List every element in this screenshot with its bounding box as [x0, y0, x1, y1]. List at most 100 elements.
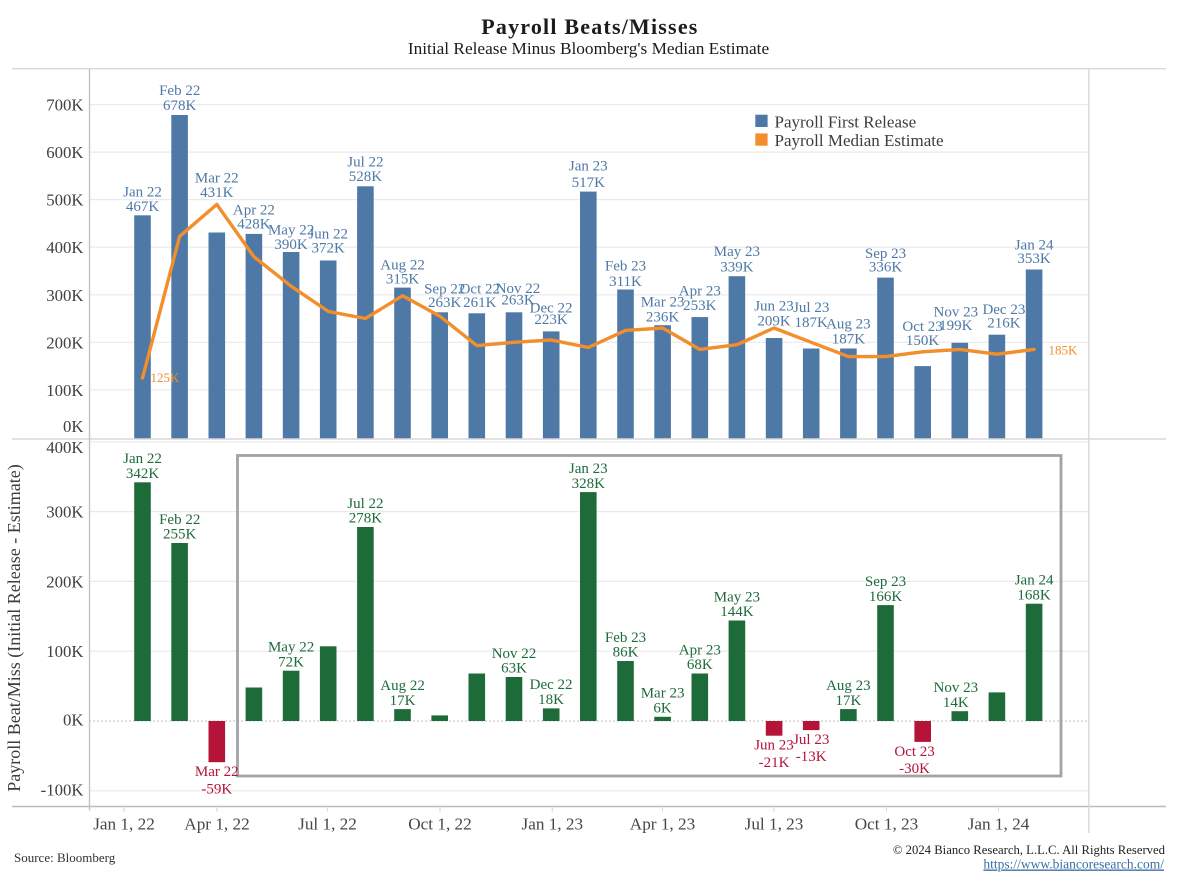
svg-text:150K: 150K: [906, 333, 940, 349]
svg-text:-13K: -13K: [796, 749, 827, 765]
svg-text:Oct 23: Oct 23: [902, 319, 942, 335]
svg-text:353K: 353K: [1017, 251, 1051, 267]
svg-text:339K: 339K: [720, 259, 754, 275]
svg-text:428K: 428K: [237, 216, 271, 232]
svg-text:Nov 22: Nov 22: [496, 281, 541, 297]
svg-text:72K: 72K: [278, 654, 304, 670]
svg-text:Apr 22: Apr 22: [233, 203, 275, 219]
svg-text:144K: 144K: [720, 604, 754, 620]
svg-text:6K: 6K: [653, 701, 672, 717]
svg-text:Feb 22: Feb 22: [159, 83, 200, 99]
svg-text:678K: 678K: [163, 98, 197, 114]
svg-text:263K: 263K: [428, 295, 462, 311]
svg-text:Initial Release Minus Bloomber: Initial Release Minus Bloomberg's Median…: [408, 39, 770, 58]
svg-text:Payroll Beats/Misses: Payroll Beats/Misses: [481, 14, 698, 39]
svg-text:Apr 23: Apr 23: [679, 642, 721, 658]
svg-text:Aug 22: Aug 22: [380, 257, 425, 273]
svg-text:528K: 528K: [349, 169, 383, 185]
svg-text:Source: Bloomberg: Source: Bloomberg: [14, 850, 116, 865]
svg-text:Aug 23: Aug 23: [826, 316, 871, 332]
svg-text:300K: 300K: [46, 286, 83, 305]
svg-text:Jul 22: Jul 22: [347, 155, 383, 171]
svg-text:Jan 22: Jan 22: [123, 184, 162, 200]
svg-text:Mar 22: Mar 22: [195, 170, 239, 186]
svg-text:Feb 22: Feb 22: [159, 512, 200, 528]
svg-text:166K: 166K: [869, 589, 903, 605]
svg-text:Apr 23: Apr 23: [679, 284, 721, 300]
svg-text:May 22: May 22: [268, 640, 314, 656]
svg-text:517K: 517K: [572, 175, 606, 191]
svg-text:https://www.biancoresearch.com: https://www.biancoresearch.com/: [983, 857, 1164, 872]
svg-text:14K: 14K: [943, 695, 969, 711]
svg-text:255K: 255K: [163, 527, 197, 543]
svg-text:100K: 100K: [46, 642, 83, 661]
svg-text:Jan 24: Jan 24: [1015, 573, 1054, 589]
svg-text:Jan 23: Jan 23: [569, 461, 608, 477]
svg-text:168K: 168K: [1017, 587, 1051, 603]
svg-text:Dec 23: Dec 23: [982, 302, 1025, 318]
svg-text:Nov 22: Nov 22: [492, 646, 537, 662]
svg-text:Jun 22: Jun 22: [308, 226, 348, 242]
svg-text:Apr 1, 23: Apr 1, 23: [630, 815, 695, 834]
svg-text:Payroll Median Estimate: Payroll Median Estimate: [775, 131, 944, 150]
svg-text:223K: 223K: [534, 312, 568, 328]
svg-text:Jul 1, 23: Jul 1, 23: [745, 815, 804, 834]
svg-text:187K: 187K: [795, 315, 829, 331]
svg-text:Jul 23: Jul 23: [793, 300, 829, 316]
svg-text:199K: 199K: [939, 318, 973, 334]
svg-text:Feb 23: Feb 23: [605, 630, 646, 646]
svg-text:263K: 263K: [501, 293, 535, 309]
svg-text:311K: 311K: [609, 274, 642, 290]
svg-text:Jan 1, 24: Jan 1, 24: [968, 815, 1030, 834]
svg-text:Jan 1, 23: Jan 1, 23: [522, 815, 584, 834]
svg-text:Jul 22: Jul 22: [347, 496, 383, 512]
svg-text:Aug 22: Aug 22: [380, 678, 425, 694]
svg-text:17K: 17K: [390, 693, 416, 709]
svg-text:125K: 125K: [151, 370, 181, 385]
svg-text:86K: 86K: [613, 645, 639, 661]
svg-text:372K: 372K: [312, 241, 346, 257]
svg-text:336K: 336K: [869, 259, 903, 275]
svg-text:236K: 236K: [646, 310, 680, 326]
svg-text:0K: 0K: [63, 417, 84, 436]
svg-text:Jun 23: Jun 23: [754, 299, 794, 315]
svg-text:0K: 0K: [63, 711, 84, 730]
svg-text:18K: 18K: [538, 692, 564, 708]
svg-text:Jan 22: Jan 22: [123, 451, 162, 467]
svg-text:400K: 400K: [46, 438, 83, 457]
svg-text:390K: 390K: [274, 237, 308, 253]
svg-text:May 23: May 23: [714, 244, 760, 260]
svg-text:May 23: May 23: [714, 589, 760, 605]
svg-text:315K: 315K: [386, 272, 420, 288]
svg-text:600K: 600K: [46, 143, 83, 162]
svg-text:Jan 1, 22: Jan 1, 22: [93, 815, 155, 834]
svg-text:Jul 1, 22: Jul 1, 22: [298, 815, 357, 834]
svg-text:400K: 400K: [46, 238, 83, 257]
svg-text:185K: 185K: [1049, 342, 1079, 357]
svg-text:Oct 1, 23: Oct 1, 23: [855, 815, 919, 834]
svg-text:Oct 22: Oct 22: [460, 281, 500, 297]
svg-text:342K: 342K: [126, 466, 160, 482]
svg-text:187K: 187K: [832, 332, 866, 348]
svg-text:Payroll Beat/Miss (Initial Rel: Payroll Beat/Miss (Initial Release - Est…: [4, 464, 25, 791]
svg-text:-59K: -59K: [201, 781, 232, 797]
svg-text:Oct 1, 22: Oct 1, 22: [408, 815, 472, 834]
svg-text:Sep 23: Sep 23: [865, 574, 906, 590]
svg-text:431K: 431K: [200, 185, 234, 201]
svg-text:-30K: -30K: [899, 761, 930, 777]
svg-text:Jan 24: Jan 24: [1015, 237, 1054, 253]
svg-text:200K: 200K: [46, 333, 83, 352]
svg-text:-100K: -100K: [41, 780, 84, 799]
svg-text:Nov 23: Nov 23: [934, 304, 979, 320]
svg-text:68K: 68K: [687, 657, 713, 673]
svg-text:216K: 216K: [987, 315, 1021, 331]
svg-text:100K: 100K: [46, 381, 83, 400]
svg-text:261K: 261K: [463, 295, 497, 311]
svg-text:Dec 22: Dec 22: [530, 677, 573, 693]
svg-text:209K: 209K: [757, 314, 791, 330]
svg-text:467K: 467K: [126, 199, 160, 215]
svg-text:May 22: May 22: [268, 222, 314, 238]
svg-text:700K: 700K: [46, 96, 83, 115]
svg-text:Dec 22: Dec 22: [530, 300, 573, 316]
svg-text:300K: 300K: [46, 503, 83, 522]
